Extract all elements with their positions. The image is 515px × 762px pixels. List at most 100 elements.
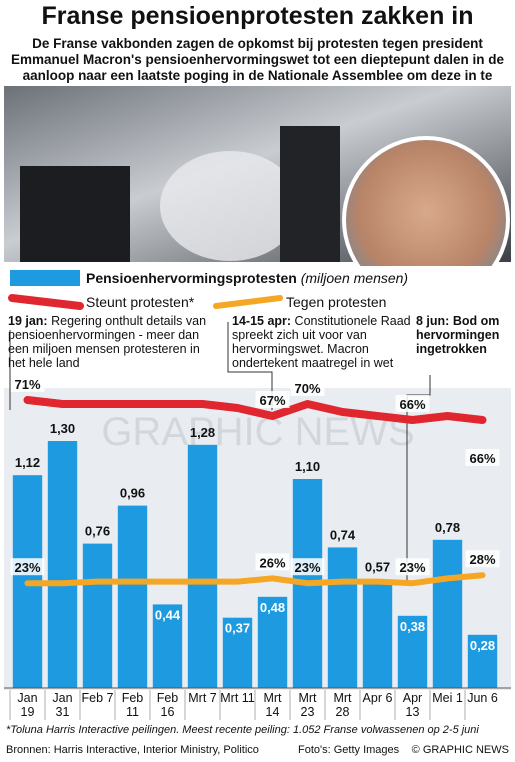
line-value-label: 67% [259,393,285,408]
x-tick-label: Jan 19 [17,691,38,719]
line-value-label: 28% [469,552,495,567]
portrait [346,140,506,266]
annotation-text: Constitutionele Raad spreekt zich uit vo… [232,314,411,370]
bar-value-label: 1,30 [50,421,75,436]
label-background [395,395,430,412]
annotation: 14-15 apr: Constitutionele Raad spreekt … [232,314,412,370]
line-value-label: 66% [399,397,425,412]
bar-value-label: 0,74 [330,527,356,542]
legend-swatch [213,295,283,309]
photo [4,86,511,266]
line-value-label-group: 23% [290,558,325,576]
bar-value-label: 0,57 [365,560,390,575]
line [23,396,487,424]
footnote: *Toluna Harris Interactive peilingen. Me… [6,724,479,736]
crowd [20,166,130,262]
legend-label: Tegen protesten [286,294,387,310]
bar-value-label: 1,10 [295,459,320,474]
line-value-label-group: 26% [255,553,290,571]
line-value-label-group: 23% [395,558,430,576]
bar-value-label: 0,76 [85,524,110,539]
line-value-label: 71% [14,377,40,392]
bar-value-label: 1,12 [15,455,40,470]
bar [117,505,148,688]
photo-credit: Foto's: Getty Images [298,744,400,756]
crowd [280,126,340,262]
x-tick-label: Feb 11 [121,691,144,719]
smoke [160,151,300,261]
bar-value-label: 0,78 [435,520,460,535]
label-background [465,449,500,466]
bar-value-label: 0,28 [470,638,495,653]
bar [222,617,253,688]
copyright: © GRAPHIC NEWS [411,744,509,756]
bar-value-label: 0,38 [400,619,425,634]
x-tick-label: Mrt 28 [333,691,352,719]
bar [432,539,463,688]
line-value-label-group: 71% [10,375,45,392]
x-tick-label: Mrt 14 [263,691,282,719]
annotation: 19 jan: Regering onthult details van pen… [8,314,208,370]
line-value-label-group: 66% [395,395,430,412]
line-value-label: 26% [259,555,285,570]
title: Franse pensioenprotesten zakken in [41,2,474,30]
x-tick-label: Apr 13 [402,691,423,719]
label-background [255,553,290,571]
annotation-date: 8 jun: [416,314,450,328]
line [24,572,486,587]
bar [327,547,358,688]
legend-label: Pensioenhervormingsprotesten [86,270,297,286]
sources: Bronnen: Harris Interactive, Interior Mi… [6,744,259,756]
annotation-text: Bod om hervormingen ingetrokken [416,314,500,356]
bar-value-label: 0,37 [225,621,250,636]
annotation: 8 jun: Bod om hervormingen ingetrokken [416,314,512,356]
x-tick-label: Feb 7 [81,691,114,705]
annotation-date: 14-15 apr: [232,314,292,328]
subtitle: De Franse vakbonden zagen de opkomst bij… [10,36,505,99]
bar [82,543,113,688]
bar-value-label: 1,28 [190,425,215,440]
bar [397,615,428,688]
x-tick-label: Mei 1 [432,691,463,705]
x-tick-label: Mrt 7 [188,691,217,705]
bar-value-label: 0,96 [120,486,145,501]
bar [47,441,78,688]
bar-value-label: 0,44 [155,607,181,622]
label-background [290,558,325,576]
x-tick-label: Apr 6 [362,691,393,705]
label-background [255,391,290,408]
label-background [10,375,45,392]
line-value-label-group: 66% [465,449,500,466]
legend-swatch [10,270,80,286]
line-value-label-group: 28% [465,550,500,568]
x-tick-label: Feb 16 [156,691,179,719]
label-background [290,379,325,396]
bar [467,634,498,688]
x-tick-label: Jun 6 [467,691,498,705]
line-value-label: 23% [399,560,425,575]
bar-value-label: 0,48 [260,600,285,615]
annotation-text: Regering onthult details van pensioenher… [8,314,207,370]
line-value-label-group: 67% [255,391,290,408]
x-tick-label: Jan 31 [52,691,73,719]
label-background [10,558,45,576]
bar [187,444,218,688]
line-value-label: 66% [469,451,495,466]
bar [362,579,393,688]
label-background [395,558,430,576]
x-tick-label: Mrt 11 [220,691,255,705]
x-tick-label: Mrt 23 [298,691,317,719]
bar [257,596,288,688]
legend-swatch [8,294,84,310]
line-value-label: 70% [294,381,320,396]
label-background [465,550,500,568]
line-value-label: 23% [14,560,40,575]
line-value-label-group: 70% [290,379,325,396]
annotation-date: 19 jan: [8,314,48,328]
legend-unit: (miljoen mensen) [300,270,409,286]
line-value-label: 23% [294,560,320,575]
legend-entry: Pensioenhervormingsprotesten (miljoen me… [86,270,408,286]
line-value-label-group: 23% [10,558,45,576]
